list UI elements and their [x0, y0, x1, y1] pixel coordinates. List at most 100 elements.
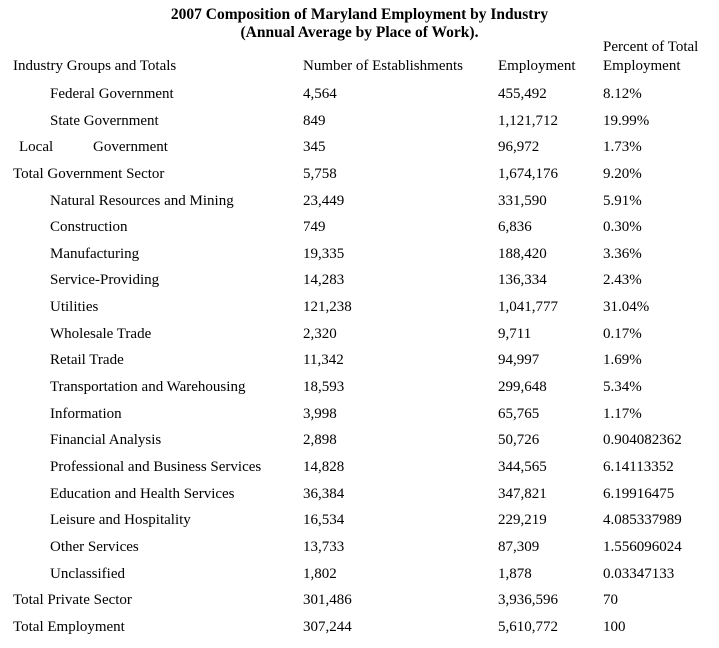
industry-cell: Wholesale Trade — [13, 325, 303, 344]
employment-cell: 344,565 — [498, 458, 547, 475]
table-header-row: Industry Groups and Totals Number of Est… — [0, 38, 719, 76]
header-industry-groups: Industry Groups and Totals — [13, 58, 177, 74]
table-row: Manufacturing 19,335 188,420 3.36% — [0, 245, 719, 272]
industry-cell: Other Services — [13, 538, 303, 557]
industry-cell: Construction — [13, 218, 303, 237]
percent-cell: 100 — [603, 618, 626, 635]
establishments-cell: 3,998 — [303, 405, 337, 422]
industry-label: Leisure and Hospitality — [50, 512, 191, 529]
establishments-cell: 14,283 — [303, 272, 345, 289]
industry-label: Total Private Sector — [13, 592, 132, 609]
establishments-cell: 23,449 — [303, 192, 345, 209]
table-row: Information 3,998 65,765 1.17% — [0, 405, 719, 432]
industry-label: Service-Providing — [50, 272, 160, 289]
table-row: Professional and Business Services 14,828… — [0, 458, 719, 485]
header-percent-line1: Percent of Total — [603, 39, 699, 55]
table-row: Wholesale Trade 2,320 9,711 0.17% — [0, 325, 719, 352]
establishments-cell: 345 — [303, 139, 326, 156]
industry-label: Local — [19, 139, 54, 156]
employment-cell: 1,041,777 — [498, 299, 558, 316]
table-row: Total Employment 307,244 5,610,772 100 — [0, 618, 719, 645]
percent-cell: 6.14113352 — [603, 458, 674, 475]
header-employment: Employment — [498, 58, 576, 74]
industry-cell: Local Government — [13, 138, 303, 157]
industry-label-part2: Government — [93, 139, 168, 156]
table-title: 2007 Composition of Maryland Employment … — [0, 6, 719, 42]
industry-cell: Education and Health Services — [13, 485, 303, 504]
establishments-cell: 121,238 — [303, 299, 352, 316]
table-row: Federal Government 4,564 455,492 8.12% — [0, 85, 719, 112]
industry-label: Transportation and Warehousing — [50, 379, 246, 396]
header-percent-of-total-employment: Percent of Total Employment — [603, 38, 719, 76]
industry-label: Financial Analysis — [50, 432, 162, 449]
percent-cell: 4.085337989 — [603, 512, 682, 529]
table-row: State Government 849 1,121,712 19.99% — [0, 112, 719, 139]
table-title-line1: 2007 Composition of Maryland Employment … — [170, 6, 549, 23]
industry-cell: Federal Government — [13, 85, 303, 104]
industry-cell: Utilities — [13, 298, 303, 317]
industry-label: Natural Resources and Mining — [50, 192, 234, 209]
employment-cell: 5,610,772 — [498, 618, 558, 635]
industry-cell: Total Private Sector — [13, 591, 303, 610]
table-row: Local Government 345 96,972 1.73% — [0, 138, 719, 165]
employment-cell: 96,972 — [498, 139, 540, 156]
table-row: Total Government Sector 5,758 1,674,176 9.2… — [0, 165, 719, 192]
industry-cell: State Government — [13, 112, 303, 131]
table-row: Natural Resources and Mining 23,449 331,59… — [0, 192, 719, 219]
employment-cell: 94,997 — [498, 352, 540, 369]
percent-cell: 1.73% — [603, 139, 642, 156]
table-row: Education and Health Services 36,384 347,8… — [0, 485, 719, 512]
table-row: Financial Analysis 2,898 50,726 0.904082362 — [0, 431, 719, 458]
employment-cell: 347,821 — [498, 485, 547, 502]
percent-cell: 5.34% — [603, 379, 642, 396]
percent-cell: 0.30% — [603, 219, 642, 236]
industry-label: Manufacturing — [50, 245, 140, 262]
table-row: Transportation and Warehousing 18,593 299,… — [0, 378, 719, 405]
employment-cell: 1,878 — [498, 565, 532, 582]
industry-label: Federal Government — [50, 86, 174, 102]
percent-cell: 6.19916475 — [603, 485, 675, 502]
industry-label: Total Government Sector — [13, 165, 165, 182]
industry-cell: Total Employment — [13, 618, 303, 637]
industry-label: Other Services — [50, 538, 139, 555]
industry-cell: Manufacturing — [13, 245, 303, 264]
industry-label: State Government — [50, 112, 159, 129]
establishments-cell: 4,564 — [303, 86, 337, 102]
establishments-cell: 2,320 — [303, 325, 337, 342]
establishments-cell: 11,342 — [303, 352, 344, 369]
percent-cell: 1.69% — [603, 352, 642, 369]
table-row: Unclassified 1,802 1,878 0.03347133 — [0, 565, 719, 592]
employment-cell: 87,309 — [498, 538, 540, 555]
establishments-cell: 19,335 — [303, 245, 345, 262]
table-row: Leisure and Hospitality 16,534 229,219 4.08… — [0, 511, 719, 538]
percent-cell: 31.04% — [603, 299, 650, 316]
industry-cell: Retail Trade — [13, 351, 303, 370]
table-row: Retail Trade 11,342 94,997 1.69% — [0, 351, 719, 378]
establishments-cell: 5,758 — [303, 165, 337, 182]
table-title-line2: (Annual Average by Place of Work). — [240, 24, 479, 41]
employment-cell: 331,590 — [498, 192, 547, 209]
employment-cell: 299,648 — [498, 379, 547, 396]
percent-cell: 70 — [603, 592, 618, 609]
employment-cell: 1,674,176 — [498, 165, 558, 182]
employment-cell: 136,334 — [498, 272, 547, 289]
industry-cell: Service-Providing — [13, 271, 303, 290]
table-row: Other Services 13,733 87,309 1.556096024 — [0, 538, 719, 565]
industry-label: Professional and Business Services — [50, 458, 262, 475]
percent-cell: 1.17% — [603, 405, 642, 422]
industry-cell: Leisure and Hospitality — [13, 511, 303, 530]
industry-cell: Unclassified — [13, 565, 303, 584]
employment-cell: 188,420 — [498, 245, 547, 262]
employment-table: Industry Groups and Totals Number of Est… — [0, 38, 719, 635]
establishments-cell: 2,898 — [303, 432, 337, 449]
employment-cell: 65,765 — [498, 405, 540, 422]
percent-cell: 2.43% — [603, 272, 642, 289]
establishments-cell: 13,733 — [303, 538, 345, 555]
header-number-of-establishments: Number of Establishments — [303, 58, 463, 74]
establishments-cell: 16,534 — [303, 512, 345, 529]
establishments-cell: 14,828 — [303, 458, 345, 475]
industry-label: Retail Trade — [50, 352, 124, 369]
percent-cell: 9.20% — [603, 165, 642, 182]
table-row: Construction 749 6,836 0.30% — [0, 218, 719, 245]
establishments-cell: 749 — [303, 219, 326, 236]
